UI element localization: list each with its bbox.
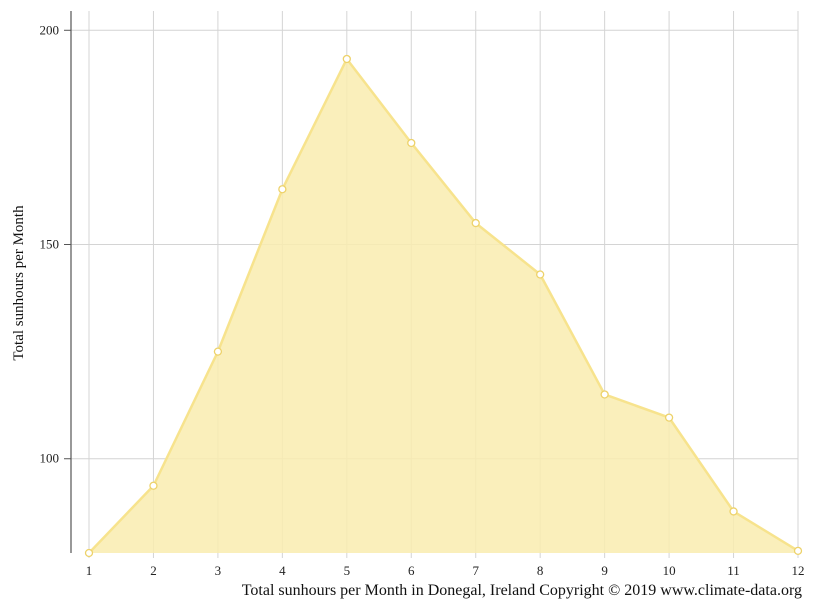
data-point-10 <box>664 413 674 422</box>
x-tick-label-12: 12 <box>792 563 805 578</box>
y-tick-labels: 100 150 200 <box>40 22 60 465</box>
data-point-11 <box>729 507 738 516</box>
y-tick-label-150: 150 <box>40 237 60 252</box>
y-axis-label: Total sunhours per Month <box>11 205 27 361</box>
axes <box>64 11 72 553</box>
chart-caption: Total sunhours per Month in Donegal, Ire… <box>241 582 802 599</box>
x-tick-label-4: 4 <box>279 563 286 578</box>
x-tick-label-9: 9 <box>601 563 608 578</box>
data-point-7 <box>471 218 480 228</box>
x-tick-labels: 1 2 3 4 5 6 7 8 9 10 11 12 <box>86 563 805 578</box>
data-points <box>84 54 803 558</box>
y-tick-label-100: 100 <box>40 451 60 466</box>
data-point-9 <box>600 390 609 399</box>
x-tick-label-7: 7 <box>472 563 479 578</box>
data-point-5 <box>342 54 351 64</box>
area-series <box>88 57 799 554</box>
x-tick-label-10: 10 <box>663 563 676 578</box>
area-fill <box>89 58 798 553</box>
data-point-2 <box>149 481 158 490</box>
x-tick-label-8: 8 <box>537 563 544 578</box>
x-tick-label-1: 1 <box>86 563 93 578</box>
data-point-3 <box>213 347 223 356</box>
data-point-12 <box>793 546 803 556</box>
series-line <box>88 57 799 554</box>
data-point-4 <box>278 185 287 194</box>
x-tick-label-5: 5 <box>344 563 351 578</box>
x-tick-label-2: 2 <box>150 563 157 578</box>
x-tick-label-11: 11 <box>727 563 740 578</box>
data-point-1 <box>84 548 94 558</box>
data-point-6 <box>407 138 416 148</box>
x-tick-label-3: 3 <box>215 563 222 578</box>
y-tick-label-200: 200 <box>40 22 60 37</box>
data-point-8 <box>536 270 545 279</box>
x-tick-label-6: 6 <box>408 563 415 578</box>
